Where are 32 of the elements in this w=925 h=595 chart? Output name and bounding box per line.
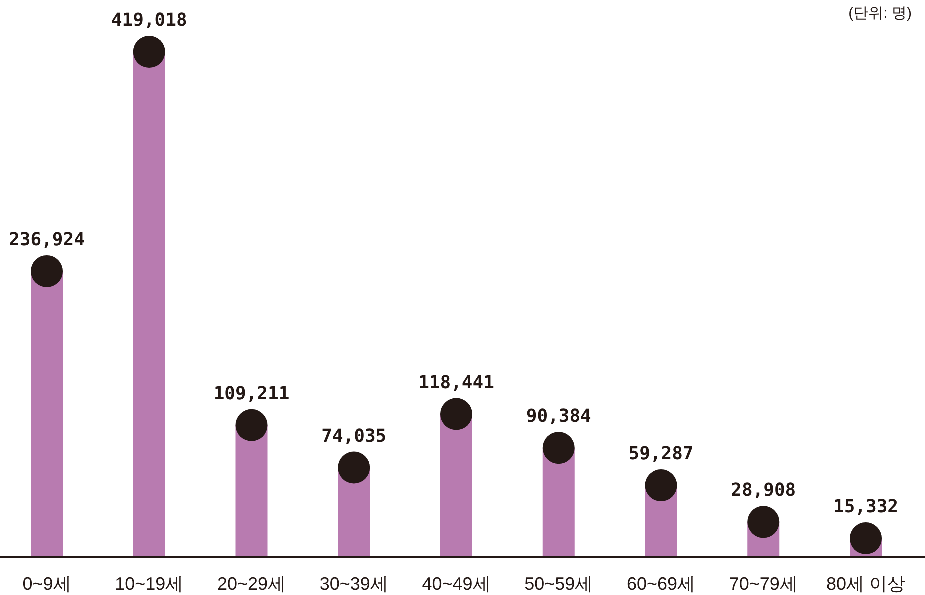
x-tick-label: 40~49세 [422,574,491,594]
point [542,432,575,464]
data-label: 109,211 [214,383,290,404]
point [236,409,268,442]
bar [133,52,166,557]
point [338,452,370,484]
data-label: 419,018 [111,10,188,31]
x-tick-label: 0~9세 [22,574,72,594]
data-label: 90,384 [526,406,592,428]
bar [236,425,268,557]
x-tick-label: 50~59세 [524,574,594,594]
data-label: 15,332 [833,496,899,518]
data-label: 74,035 [322,426,387,447]
data-label: 28,908 [731,480,796,502]
text: (단위: 명) [848,5,912,22]
point [133,36,166,68]
bar [440,414,472,557]
data-label: 236,924 [9,229,86,250]
point [850,522,882,555]
data-label: 118,441 [418,372,494,394]
x-tick-label: 10~19세 [115,574,184,594]
x-tick-label: 60~69세 [626,574,696,594]
point [440,398,472,430]
x-tick-label: 80세 이상 [826,574,906,594]
point [748,506,780,538]
point [31,255,63,288]
x-tick-label: 20~29세 [217,574,286,594]
bar [31,271,63,557]
data-label: 59,287 [628,444,694,465]
x-tick-label: 30~39세 [320,574,388,594]
x-tick-label: 70~79세 [729,574,798,594]
point [645,470,678,502]
